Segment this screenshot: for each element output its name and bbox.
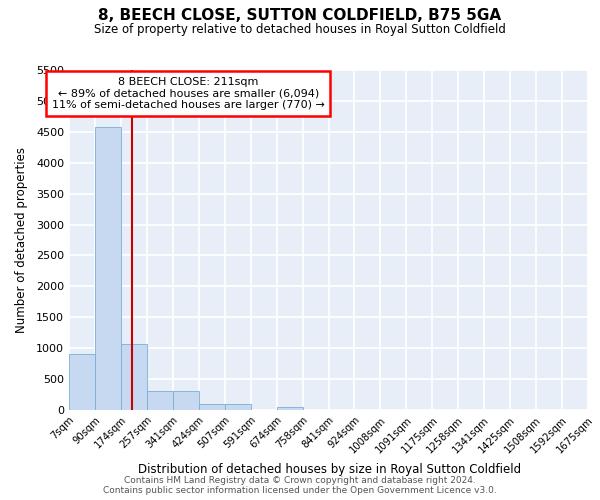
Bar — [121, 344, 147, 410]
Text: 8 BEECH CLOSE: 211sqm
← 89% of detached houses are smaller (6,094)
11% of semi-d: 8 BEECH CLOSE: 211sqm ← 89% of detached … — [52, 77, 325, 110]
Bar — [199, 404, 224, 410]
Bar — [95, 128, 121, 410]
Text: Contains HM Land Registry data © Crown copyright and database right 2024.
Contai: Contains HM Land Registry data © Crown c… — [103, 476, 497, 495]
Bar — [147, 392, 173, 410]
Bar — [173, 392, 199, 410]
Bar — [224, 404, 251, 410]
Text: 8, BEECH CLOSE, SUTTON COLDFIELD, B75 5GA: 8, BEECH CLOSE, SUTTON COLDFIELD, B75 5G… — [98, 8, 502, 22]
Y-axis label: Number of detached properties: Number of detached properties — [14, 147, 28, 333]
Text: Distribution of detached houses by size in Royal Sutton Coldfield: Distribution of detached houses by size … — [139, 462, 521, 475]
Bar — [277, 407, 302, 410]
Text: Size of property relative to detached houses in Royal Sutton Coldfield: Size of property relative to detached ho… — [94, 22, 506, 36]
Bar — [69, 354, 95, 410]
